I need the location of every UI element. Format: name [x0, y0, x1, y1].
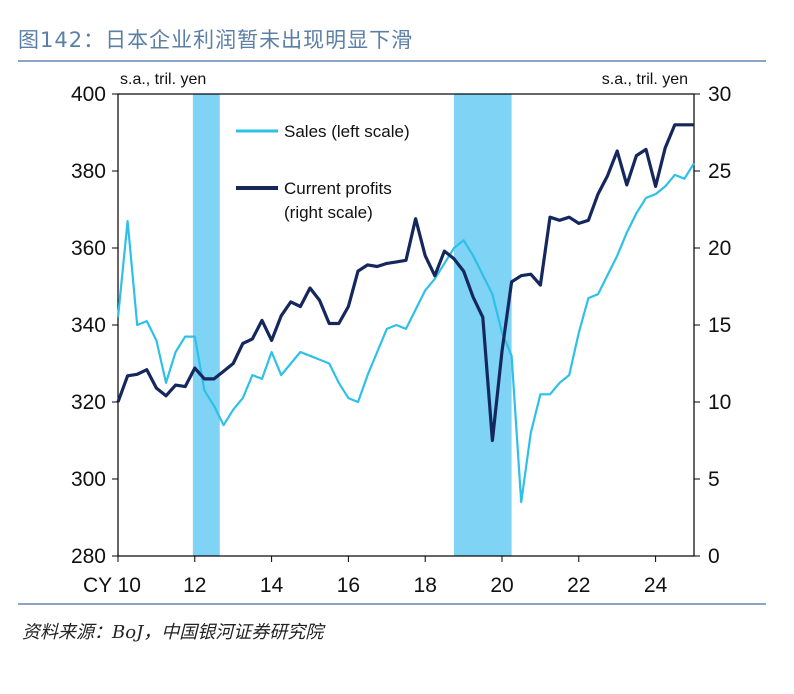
left-axis-tick-label: 320	[71, 391, 106, 414]
left-axis-tick-label: 400	[71, 83, 106, 106]
right-axis-tick-label: 5	[708, 468, 720, 491]
x-axis-tick-label: 20	[490, 574, 513, 597]
x-axis-tick-label: 22	[567, 574, 590, 597]
legend: Sales (left scale) Current profits (righ…	[236, 122, 410, 222]
left-axis-tick-label: 380	[71, 160, 106, 183]
x-axis-tick-label: 16	[337, 574, 360, 597]
right-axis-tick-label: 0	[708, 545, 720, 568]
right-axis-tick-label: 10	[708, 391, 731, 414]
right-axis-tick-label: 20	[708, 237, 731, 260]
axes: 280 300 320 340 360 380 400 0 5 10 15 20 25 30 CY 10 12…	[71, 83, 731, 597]
right-axis-unit-label: s.a., tril. yen	[602, 71, 688, 88]
x-axis-tick-label: 24	[644, 574, 668, 597]
right-axis-tick-label: 15	[708, 314, 731, 337]
left-axis-tick-label: 300	[71, 468, 106, 491]
left-axis-tick-label: 360	[71, 237, 106, 260]
series-line-current-profits	[116, 123, 694, 443]
legend-label-sales: Sales (left scale)	[284, 122, 410, 141]
series-line-sales	[116, 162, 695, 504]
x-axis-tick-label: 14	[260, 574, 284, 597]
bottom-rule	[18, 603, 766, 605]
legend-label-profits: Current profits	[284, 179, 392, 198]
legend-label-profits-scale: (right scale)	[284, 203, 373, 222]
left-axis-unit-label: s.a., tril. yen	[120, 71, 206, 88]
shaded-period-1	[192, 94, 220, 556]
left-axis-tick-label: 280	[71, 545, 106, 568]
source-note: 资料来源：BoJ，中国银河证券研究院	[22, 622, 324, 643]
top-rule	[18, 60, 766, 62]
x-axis-tick-label: 12	[183, 574, 206, 597]
x-axis-tick-label: CY 10	[83, 574, 141, 597]
x-axis-tick-label: 18	[414, 574, 437, 597]
right-axis-tick-label: 25	[708, 160, 731, 183]
figure-title: 图142：日本企业利润暂未出现明显下滑	[18, 28, 414, 52]
right-axis-tick-label: 30	[708, 83, 731, 106]
series-lines	[116, 123, 695, 504]
left-axis-tick-label: 340	[71, 314, 106, 337]
shaded-periods	[192, 94, 512, 556]
